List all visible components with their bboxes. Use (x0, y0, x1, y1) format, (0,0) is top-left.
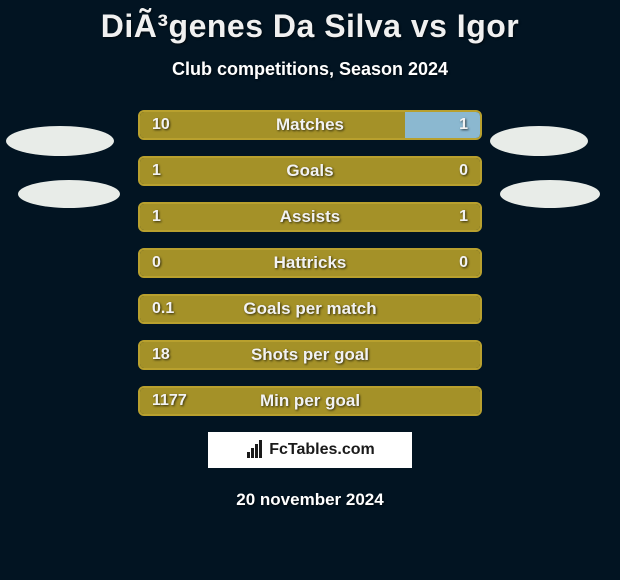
brand-text: FcTables.com (269, 441, 375, 459)
stat-row: 0.1Goals per match (138, 294, 482, 324)
stat-row: 00Hattricks (138, 248, 482, 278)
stat-row: 101Matches (138, 110, 482, 140)
stat-bar-player1 (140, 204, 480, 230)
page-title: DiÃ³genes Da Silva vs Igor (0, 0, 620, 45)
stat-bar-player1 (140, 296, 480, 322)
player-badge-placeholder (6, 126, 114, 156)
stat-bar-player1 (140, 250, 480, 276)
stat-bar-player1 (140, 112, 405, 138)
stat-bar-player2 (405, 112, 480, 138)
stat-bar-player1 (140, 388, 480, 414)
footer-date: 20 november 2024 (0, 490, 620, 510)
player-badge-placeholder (500, 180, 600, 208)
stat-row: 1177Min per goal (138, 386, 482, 416)
stat-bar-player1 (140, 158, 480, 184)
stat-bar-player1 (140, 342, 480, 368)
stat-row: 11Assists (138, 202, 482, 232)
brand-logo[interactable]: FcTables.com (208, 432, 412, 468)
stat-row: 18Shots per goal (138, 340, 482, 370)
player-badge-placeholder (18, 180, 120, 208)
bars-icon (245, 440, 265, 460)
subtitle: Club competitions, Season 2024 (0, 59, 620, 80)
stat-row: 10Goals (138, 156, 482, 186)
comparison-chart: 101Matches 10Goals 11Assists 00Hattricks 0.1… (0, 110, 620, 416)
player-badge-placeholder (490, 126, 588, 156)
bars-container: 101Matches 10Goals 11Assists 00Hattricks 0.1… (138, 110, 482, 416)
